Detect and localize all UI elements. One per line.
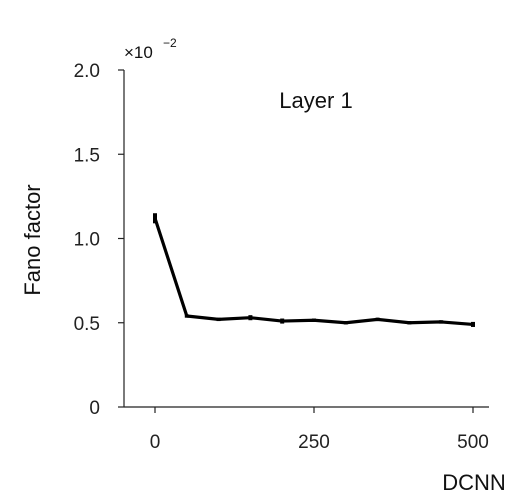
y-multiplier-label: ×10 −2 (124, 36, 177, 62)
series-layer-1 (153, 213, 475, 327)
layer-annotation: Layer 1 (279, 88, 352, 113)
y-tick-label: 0.5 (74, 314, 100, 335)
y-tick-label: 1.5 (74, 145, 100, 166)
x-tick-label: 250 (298, 432, 330, 453)
y-tick-label: 2.0 (74, 61, 100, 82)
x-axis-title: DCNN (442, 470, 506, 493)
x-tick-label: 500 (457, 432, 489, 453)
x-ticks: 0 250 500 (150, 407, 489, 453)
axes (123, 70, 489, 408)
y-multiplier-base: ×10 (124, 43, 153, 62)
y-ticks: 0 0.5 1.0 1.5 2.0 (74, 61, 124, 419)
y-tick-label: 0 (89, 398, 100, 419)
x-tick-label: 0 (150, 432, 161, 453)
series-line (153, 217, 474, 327)
y-multiplier-exponent: −2 (163, 36, 177, 50)
y-tick-label: 1.0 (74, 230, 100, 251)
y-axis-title: Fano factor (20, 184, 45, 295)
